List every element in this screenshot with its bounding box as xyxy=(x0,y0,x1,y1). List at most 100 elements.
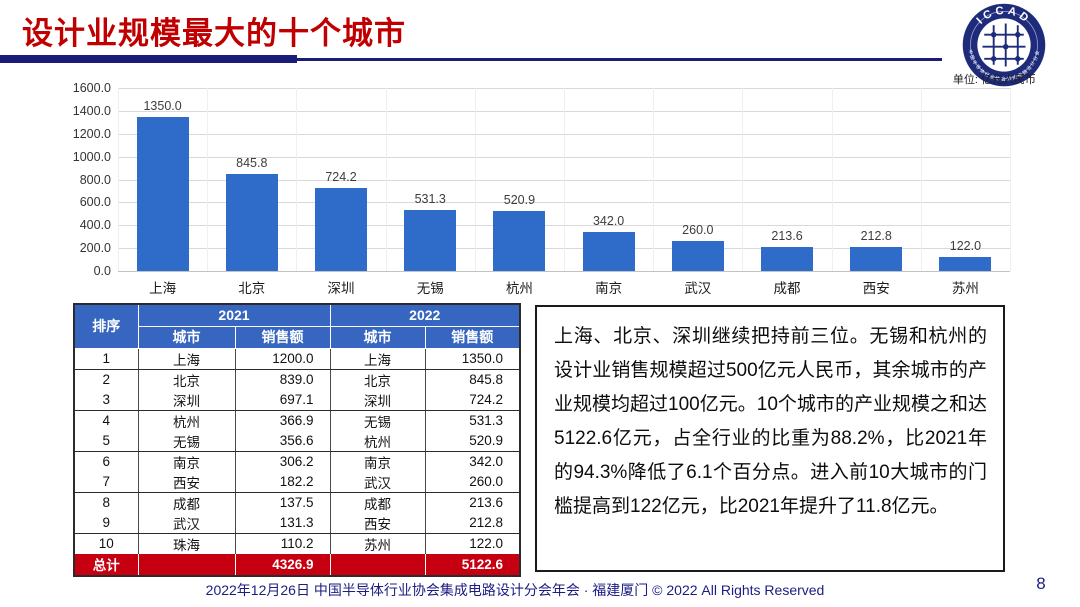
x-axis-city-label: 深圳 xyxy=(327,281,355,296)
bar-slot-上海: 1350.0 xyxy=(118,88,207,271)
bar-武汉 xyxy=(671,241,724,271)
cell-sales: 724.2 xyxy=(424,389,521,411)
cell-total-sales-2022: 5122.6 xyxy=(424,553,521,576)
cell-city: 成都 xyxy=(137,492,236,513)
cell-city: 无锡 xyxy=(137,430,236,452)
gridline-vertical xyxy=(207,88,209,271)
cell-sales: 520.9 xyxy=(424,430,521,452)
cell-sales: 342.0 xyxy=(424,451,521,472)
table-row: 4 杭州 366.9 无锡 531.3 xyxy=(73,410,521,431)
cell-sales: 260.0 xyxy=(424,471,521,493)
cell-city: 北京 xyxy=(329,369,426,390)
bar-value-label: 122.0 xyxy=(949,239,982,254)
table-row: 10 珠海 110.2 苏州 122.0 xyxy=(73,533,521,554)
cell-rank: 5 xyxy=(73,430,139,452)
bar-上海 xyxy=(136,116,189,271)
bar-slot-成都: 213.6 xyxy=(742,88,831,271)
gridline-vertical xyxy=(920,88,922,271)
y-axis-tick-label: 0.0 xyxy=(93,264,111,278)
bar-value-label: 212.8 xyxy=(860,228,892,243)
x-axis-labels: 上海 北京 深圳 无锡 杭州 南京 武汉 成都 西安 苏州 xyxy=(118,277,1010,297)
bar-slot-北京: 845.8 xyxy=(207,88,296,271)
gridline-vertical xyxy=(564,88,565,271)
gridline-vertical xyxy=(653,88,655,271)
table-header-rank: 排序 xyxy=(73,303,139,349)
bar-series: 1350.0 845.8 724.2 531.3 520.9 342.0 260.0 213.… xyxy=(118,88,1010,271)
bar-value-label: 531.3 xyxy=(414,192,446,207)
x-axis-city-label: 苏州 xyxy=(951,281,979,296)
y-axis-tick-label: 800.0 xyxy=(79,172,111,187)
cell-sales: 306.2 xyxy=(234,451,331,472)
y-axis-tick-label: 1200.0 xyxy=(72,126,111,141)
bar-slot-苏州: 122.0 xyxy=(921,88,1010,271)
bar-value-label: 520.9 xyxy=(503,193,536,208)
cell-city: 深圳 xyxy=(137,389,236,411)
x-axis-city-label: 上海 xyxy=(149,281,177,296)
cell-sales: 1350.0 xyxy=(424,348,521,370)
gridline-vertical xyxy=(1010,88,1011,271)
bar-slot-深圳: 724.2 xyxy=(296,88,385,271)
cell-city: 苏州 xyxy=(329,533,426,554)
cell-sales: 845.8 xyxy=(424,369,521,390)
bar-深圳 xyxy=(315,188,367,271)
y-axis-tick-label: 1600.0 xyxy=(72,81,111,95)
cell-sales: 110.2 xyxy=(234,533,331,554)
bar-西安 xyxy=(850,246,903,271)
cell-sales: 1200.0 xyxy=(234,348,331,370)
gridline-vertical xyxy=(118,88,119,271)
commentary-box: 上海、北京、深圳继续把持前三位。无锡和杭州的设计业销售规模超过500亿元人民币，… xyxy=(535,305,1005,572)
cell-total-city-2021 xyxy=(137,553,236,576)
cell-total-label: 总计 xyxy=(73,553,139,576)
chart-plot: 1600.0 1400.0 1200.0 1000.0 800.0 600.0 400.0 2… xyxy=(73,81,1011,278)
bar-value-label: 1350.0 xyxy=(143,98,182,113)
cell-rank: 6 xyxy=(73,451,139,472)
cell-sales: 356.6 xyxy=(234,430,331,452)
cell-city: 上海 xyxy=(329,348,426,370)
gridline-vertical xyxy=(296,88,298,271)
cell-rank: 7 xyxy=(73,471,139,493)
cell-total-city-2022 xyxy=(329,553,426,576)
commentary-text: 上海、北京、深圳继续把持前三位。无锡和杭州的设计业销售规模超过500亿元人民币，… xyxy=(554,326,987,517)
iccad-logo-icon: ICCAD 中国半导体行业协会集成电路设计分会 xyxy=(962,3,1046,87)
cell-city: 杭州 xyxy=(329,430,426,452)
table-row: 3 深圳 697.1 深圳 724.2 xyxy=(73,389,521,411)
x-axis-city-label: 南京 xyxy=(595,281,623,296)
cell-rank: 2 xyxy=(73,369,139,390)
cell-city: 北京 xyxy=(137,369,236,390)
cell-city: 深圳 xyxy=(329,389,426,411)
table-row: 6 南京 306.2 南京 342.0 xyxy=(73,451,521,472)
table-header-sales-2021: 销售额 xyxy=(234,325,331,349)
cell-rank: 10 xyxy=(73,533,139,554)
table-row: 5 无锡 356.6 杭州 520.9 xyxy=(73,430,521,452)
title-underline-thick xyxy=(0,55,297,63)
x-axis-city-label: 西安 xyxy=(862,281,890,296)
cell-rank: 8 xyxy=(73,492,139,513)
bar-slot-南京: 342.0 xyxy=(564,88,653,271)
table-row: 9 武汉 131.3 西安 212.8 xyxy=(73,512,521,534)
bar-杭州 xyxy=(493,211,546,271)
y-axis-tick-label: 600.0 xyxy=(79,195,111,210)
bar-slot-无锡: 531.3 xyxy=(386,88,475,271)
gridline-vertical xyxy=(831,88,833,271)
cell-total-sales-2021: 4326.9 xyxy=(234,553,331,576)
y-axis-tick-label: 200.0 xyxy=(79,241,111,256)
cell-city: 西安 xyxy=(329,512,426,534)
bar-北京 xyxy=(225,174,278,271)
bar-苏州 xyxy=(939,257,992,271)
cell-rank: 9 xyxy=(73,512,139,534)
ranking-table: 排序 2021 2022 城市 销售额 城市 销售额 1 上海 1200.0 上海 13… xyxy=(73,303,521,577)
bar-成都 xyxy=(761,246,814,271)
cell-city: 西安 xyxy=(137,471,236,493)
bar-value-label: 845.8 xyxy=(236,156,268,171)
table-row: 7 西安 182.2 武汉 260.0 xyxy=(73,471,521,493)
bar-value-label: 260.0 xyxy=(682,223,714,238)
cell-sales: 839.0 xyxy=(234,369,331,390)
page-number: 8 xyxy=(1036,574,1046,593)
y-axis-tick-label: 400.0 xyxy=(79,218,111,233)
footer-text: 2022年12月26日 中国半导体行业协会集成电路设计分会年会 · 福建厦门 ©… xyxy=(205,582,825,598)
x-axis-city-label: 杭州 xyxy=(505,281,533,296)
gridline-vertical xyxy=(474,88,476,271)
title-underline-thin xyxy=(297,58,942,61)
table-header-city-2021: 城市 xyxy=(137,325,236,349)
cell-sales: 137.5 xyxy=(234,492,331,513)
